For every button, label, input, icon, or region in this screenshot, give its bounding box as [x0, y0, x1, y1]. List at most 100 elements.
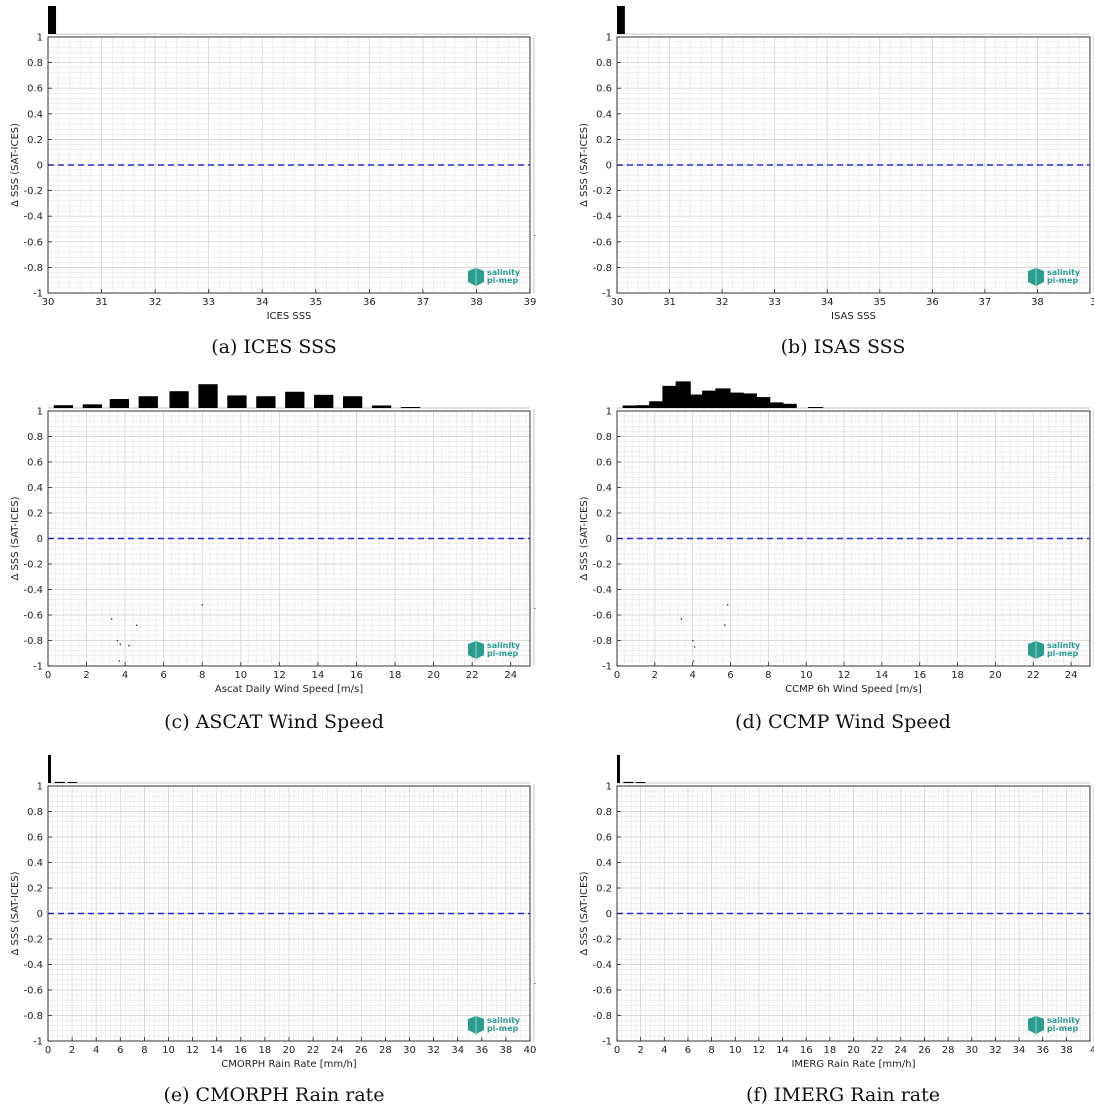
- y-tick-label: 0.4: [27, 109, 43, 120]
- y-axis: 1 0.8 0.6 0.4 0.2 0 -0.2 -0.4 -0.6 -0.8 -1: [23, 782, 52, 1048]
- y-axis-label: Δ SSS (SAT-ICES): [579, 496, 590, 580]
- hist-bar: [67, 782, 77, 783]
- x-tick-label: 39: [1090, 297, 1094, 308]
- x-tick-label: 12: [186, 1045, 199, 1056]
- y-axis: 1 0.8 0.6 0.4 0.2 0 -0.2 -0.4 -0.6 -0.8 -1: [592, 407, 621, 673]
- data-point: [128, 644, 130, 647]
- y-tick-label: 0.6: [596, 833, 612, 844]
- caption-b: (b) ISAS SSS: [780, 336, 906, 358]
- hist-bar: [622, 405, 638, 408]
- x-tick-label: 2: [652, 670, 658, 681]
- hist-bar: [715, 388, 731, 408]
- hist-bar: [741, 393, 758, 408]
- logo-text-1: salinity: [487, 268, 521, 277]
- y-tick-label: 0: [606, 909, 612, 920]
- y-tick-label: -1: [33, 1037, 43, 1048]
- x-tick-label: 34: [821, 297, 834, 308]
- y-tick-label: 1: [606, 407, 612, 418]
- x-tick-label: 34: [256, 297, 269, 308]
- x-tick-label: 18: [951, 670, 964, 681]
- y-tick-label: 0.6: [596, 458, 612, 469]
- histogram: [617, 6, 625, 34]
- data-point: [201, 604, 204, 606]
- y-axis-label: Δ SSS (SAT-ICES): [10, 123, 21, 207]
- x-tick-label: 40: [1090, 1045, 1094, 1056]
- logo-text-2: pi-mep: [487, 1024, 519, 1033]
- y-tick-label: -0.8: [592, 263, 612, 274]
- x-tick-label: 10: [729, 1045, 742, 1056]
- caption-d: (d) CCMP Wind Speed: [735, 711, 951, 733]
- caption-f: (f) IMERG Rain rate: [746, 1084, 940, 1106]
- x-axis: 0 2 4 6 8 10 12 14 16 18 20 22 24: [45, 662, 517, 681]
- y-tick-label: -0.2: [23, 560, 43, 571]
- x-tick-label: 31: [95, 297, 108, 308]
- x-axis-label: ICES SSS: [267, 311, 312, 322]
- x-tick-label: 0: [614, 670, 620, 681]
- hist-bar: [48, 6, 57, 34]
- x-tick-label: 8: [765, 670, 771, 681]
- caption-c: (c) ASCAT Wind Speed: [164, 711, 384, 733]
- x-tick-label: 38: [1060, 1045, 1073, 1056]
- hist-bar: [48, 755, 52, 783]
- x-tick-label: 18: [389, 670, 402, 681]
- x-tick-label: 0: [45, 1045, 51, 1056]
- y-axis-label: Δ SSS (SAT-ICES): [10, 871, 21, 955]
- x-tick-label: 18: [259, 1045, 272, 1056]
- x-tick-label: 22: [466, 670, 479, 681]
- x-tick-label: 38: [500, 1045, 513, 1056]
- hist-bar: [54, 781, 65, 783]
- logo-text-1: salinity: [487, 1016, 521, 1025]
- data-point: [693, 646, 696, 648]
- hist-bar: [109, 399, 129, 408]
- logo-text-1: salinity: [1047, 268, 1081, 277]
- y-tick-label: -0.8: [592, 1011, 612, 1022]
- x-axis-label: ISAS SSS: [831, 311, 876, 322]
- hist-bar: [623, 781, 634, 783]
- y-tick-label: 1: [606, 782, 612, 793]
- data-point: [680, 618, 683, 620]
- y-tick-label: -0.6: [23, 611, 43, 622]
- y-tick-label: -0.4: [23, 212, 43, 223]
- data-point: [118, 660, 121, 662]
- x-tick-label: 16: [913, 670, 926, 681]
- y-tick-label: -0.6: [23, 237, 43, 248]
- x-tick-label: 39: [524, 297, 537, 308]
- hist-bar: [635, 405, 652, 408]
- y-tick-label: -0.4: [592, 960, 612, 971]
- hist-bar: [635, 782, 646, 783]
- y-tick-label: 0.4: [596, 858, 612, 869]
- y-tick-label: 0.4: [596, 483, 612, 494]
- x-tick-label: 14: [210, 1045, 223, 1056]
- y-tick-label: -1: [602, 289, 612, 300]
- hist-bar: [808, 407, 824, 408]
- logo-text-2: pi-mep: [487, 649, 519, 658]
- hist-bar: [662, 385, 678, 408]
- x-tick-label: 24: [894, 1045, 907, 1056]
- x-tick-label: 32: [716, 297, 729, 308]
- data-point: [135, 624, 138, 626]
- x-tick-label: 10: [800, 670, 813, 681]
- x-tick-label: 30: [965, 1045, 978, 1056]
- chart-panel-3: 10.80.60.40.20-0.2-0.4-0.6-0.8-10 2 4 6 8 10 1…: [579, 381, 1094, 695]
- data-point: [110, 618, 113, 620]
- x-tick-label: 12: [753, 1045, 766, 1056]
- data-point: [119, 643, 122, 646]
- x-tick-label: 37: [417, 297, 430, 308]
- x-tick-label: 10: [162, 1045, 175, 1056]
- x-tick-label: 40: [524, 1045, 537, 1056]
- hist-bar: [198, 384, 218, 408]
- y-tick-label: 0: [606, 161, 612, 172]
- chart-panel-5: 10.80.60.40.20-0.2-0.4-0.6-0.8-10 2 4 6 8 10 1…: [579, 755, 1094, 1070]
- y-tick-label: 0.8: [27, 432, 43, 443]
- x-tick-label: 14: [876, 670, 889, 681]
- y-tick-label: 0: [37, 909, 43, 920]
- y-tick-label: -0.6: [592, 986, 612, 997]
- x-tick-label: 20: [989, 670, 1002, 681]
- y-tick-label: -0.2: [23, 935, 43, 946]
